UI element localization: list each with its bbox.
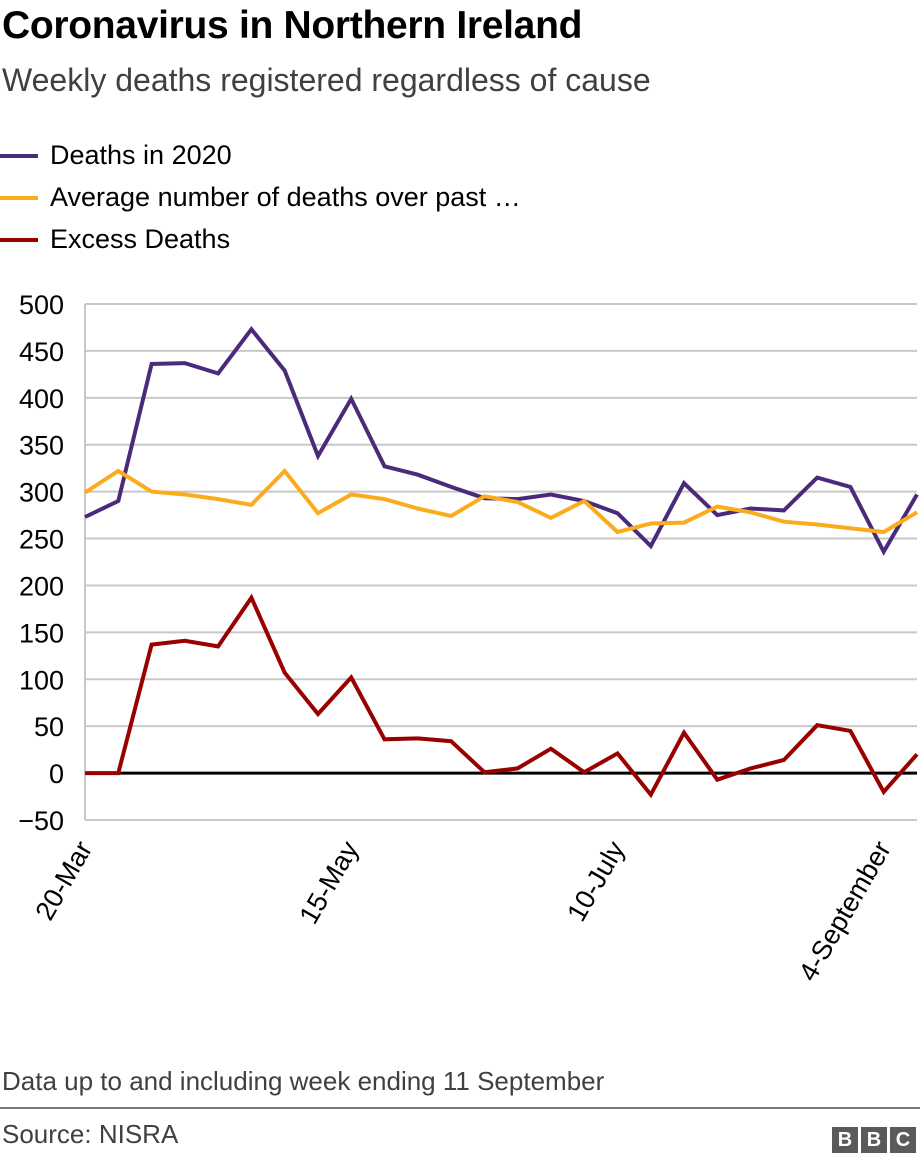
footnote: Data up to and including week ending 11 … xyxy=(2,1066,605,1096)
x-tick-label: 15-May xyxy=(293,836,364,929)
chart-title: Coronavirus in Northern Ireland xyxy=(2,4,583,47)
x-tick-label: 10-July xyxy=(561,836,631,927)
y-axis-ticks: −50 0 50 100 150 200 250 300 350 400 450 500 xyxy=(18,290,64,836)
bbc-logo-letter: B xyxy=(861,1127,887,1153)
source-label: Source: NISRA xyxy=(2,1119,179,1149)
bbc-logo: B B C xyxy=(832,1127,916,1153)
y-tick-label: 150 xyxy=(19,618,64,648)
x-tick-label: 20-Mar xyxy=(29,836,98,925)
y-tick-label: 350 xyxy=(19,431,64,461)
legend-label: Deaths in 2020 xyxy=(50,140,232,170)
legend-swatch-excess-deaths xyxy=(0,238,38,242)
legend-swatch-average-deaths xyxy=(0,196,38,200)
series-lines xyxy=(83,326,919,799)
x-axis-ticks: 20-Mar 15-May 10-July 4-September xyxy=(29,836,896,987)
line-chart: −50 0 50 100 150 200 250 300 350 400 450 500 20-Mar… xyxy=(18,290,919,987)
y-tick-label: 300 xyxy=(19,478,64,508)
y-tick-label: −50 xyxy=(18,806,64,836)
bbc-logo-letter: B xyxy=(832,1127,858,1153)
series-line-average-number-of-deaths-over-past xyxy=(83,467,919,535)
gridlines xyxy=(84,303,917,821)
y-tick-label: 400 xyxy=(19,384,64,414)
x-tick-label: 4-September xyxy=(793,836,897,986)
y-tick-label: 450 xyxy=(19,337,64,367)
series-line-deaths-in-2020 xyxy=(84,326,919,556)
y-tick-label: 200 xyxy=(19,571,64,601)
legend-label: Average number of deaths over past … xyxy=(50,182,521,212)
y-tick-label: 100 xyxy=(19,665,64,695)
y-tick-label: 250 xyxy=(19,525,64,555)
y-tick-label: 500 xyxy=(19,290,64,320)
y-tick-label: 50 xyxy=(34,712,64,742)
chart-subtitle: Weekly deaths registered regardless of c… xyxy=(2,62,651,98)
legend-swatch-deaths-2020 xyxy=(0,154,38,158)
legend-label: Excess Deaths xyxy=(50,224,231,254)
series-line-excess-deaths xyxy=(85,593,919,799)
footer-divider xyxy=(0,1107,920,1109)
bbc-logo-letter: C xyxy=(890,1127,916,1153)
y-tick-label: 0 xyxy=(49,759,64,789)
